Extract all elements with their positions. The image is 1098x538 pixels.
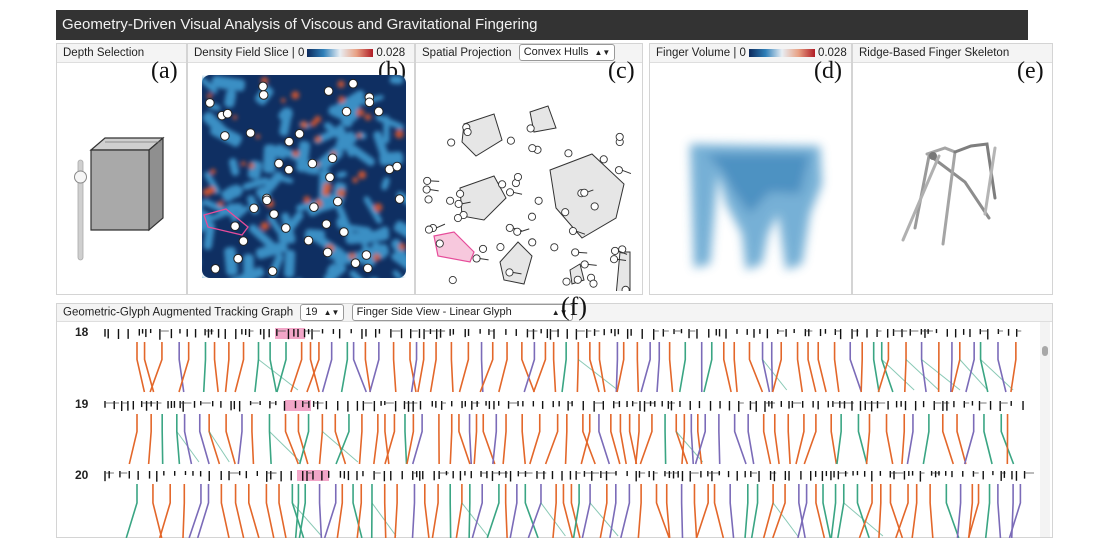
panel-label-f: (f)	[561, 292, 587, 321]
vertical-scrollbar[interactable]	[1040, 322, 1050, 537]
cube-icon	[89, 136, 165, 232]
updown-arrow-icon: ▲▼	[551, 308, 568, 317]
depth-selection-title: Depth Selection	[57, 44, 186, 63]
finger-skeleton-panel: Ridge-Based Finger Skeleton (e)	[852, 43, 1053, 295]
finger-volume-render[interactable]	[650, 64, 851, 294]
selected-finger-outline	[433, 231, 475, 263]
spatial-projection-title: Spatial Projection	[422, 47, 512, 59]
selected-finger-outline	[203, 208, 249, 236]
projection-mode-select[interactable]: Convex Hulls ▲▼	[518, 44, 616, 62]
density-colorbar-max: 0.028	[376, 47, 406, 59]
finger-skeleton-title: Ridge-Based Finger Skeleton	[853, 44, 1052, 63]
timestep-select[interactable]: 19 ▲▼	[300, 304, 345, 321]
glyph-view-select[interactable]: Finger Side View - Linear Glyph ▲▼	[351, 304, 573, 321]
depth-cube-view[interactable]	[57, 64, 186, 294]
density-slice-title: Density Field Slice | 0	[194, 47, 305, 59]
density-slice-panel: Density Field Slice | 0 0.028 (b)	[187, 43, 415, 295]
spatial-projection-panel: Spatial Projection Convex Hulls ▲▼ (c)	[415, 43, 643, 295]
app-title: Geometry-Driven Visual Analysis of Visco…	[56, 10, 1028, 40]
volume-colorbar	[748, 48, 815, 57]
panel-label-a: (a)	[151, 58, 178, 84]
slider-handle-icon	[74, 170, 87, 184]
depth-slider-track	[77, 159, 84, 261]
row-label-19: 19	[75, 397, 89, 411]
row-label-18: 18	[75, 325, 89, 339]
finger-volume-title: Finger Volume | 0	[656, 47, 746, 59]
updown-arrow-icon: ▲▼	[594, 48, 611, 58]
depth-selection-panel: Depth Selection (a)	[56, 43, 187, 295]
finger-volume-panel: Finger Volume | 0 0.028 (d)	[649, 43, 852, 295]
density-colorbar	[307, 48, 374, 57]
convex-hull-projection[interactable]	[416, 66, 642, 291]
finger-skeleton-render[interactable]	[853, 64, 1052, 294]
volume-colorbar-max: 0.028	[817, 47, 847, 59]
density-field-image[interactable]	[202, 75, 406, 278]
panel-label-e: (e)	[1017, 58, 1044, 84]
tracking-graph-title: Geometric-Glyph Augmented Tracking Graph	[63, 306, 294, 319]
row-label-20: 20	[75, 468, 89, 482]
panel-label-c: (c)	[608, 58, 635, 84]
tracking-graph-canvas[interactable]	[97, 322, 1037, 538]
scrollbar-thumb[interactable]	[1042, 346, 1048, 356]
updown-arrow-icon: ▲▼	[323, 308, 340, 317]
panel-label-d: (d)	[814, 58, 842, 84]
tracking-graph-panel: Geometric-Glyph Augmented Tracking Graph…	[56, 292, 1053, 538]
